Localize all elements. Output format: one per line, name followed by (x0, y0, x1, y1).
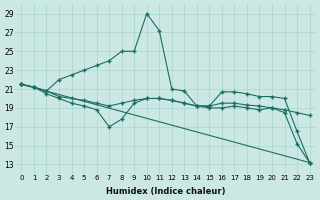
X-axis label: Humidex (Indice chaleur): Humidex (Indice chaleur) (106, 187, 225, 196)
